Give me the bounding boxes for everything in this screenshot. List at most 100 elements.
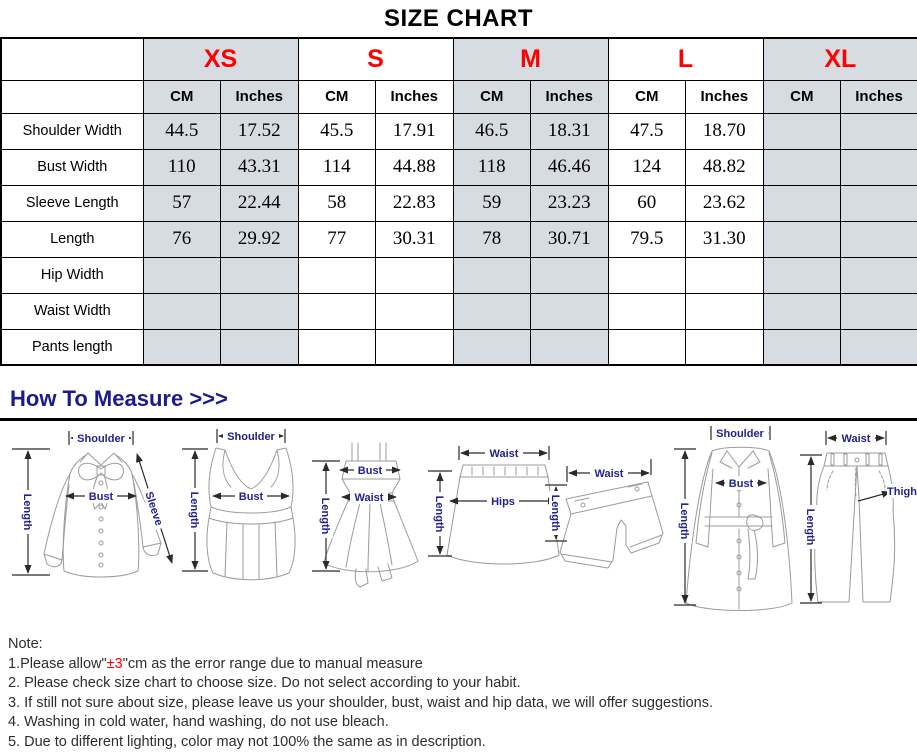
unit-header: Inches bbox=[840, 79, 917, 114]
measure-label-length: Length bbox=[21, 494, 33, 531]
measurement-value: 118 bbox=[452, 148, 532, 186]
measure-label-shoulder: Shoulder bbox=[716, 428, 764, 440]
note-line-2: 2. Please check size chart to choose siz… bbox=[8, 675, 521, 691]
diagram-shorts: Waist Length bbox=[545, 459, 664, 569]
diagram-tank-top: Shoulder Length Bust bbox=[182, 429, 296, 581]
measure-label-waist: Waist bbox=[595, 468, 624, 480]
note-line-1-suffix: "cm as the error range due to manual mea… bbox=[122, 655, 423, 672]
measurement-value bbox=[607, 256, 687, 294]
measurement-value: 60 bbox=[607, 184, 687, 222]
measurement-value: 30.71 bbox=[530, 220, 609, 258]
unit-header: CM bbox=[762, 79, 842, 114]
corner-cell bbox=[0, 37, 144, 81]
measurement-value bbox=[452, 328, 532, 366]
measurement-value: 124 bbox=[607, 148, 687, 186]
table-row: Waist Width bbox=[0, 292, 917, 330]
measure-label-bust: Bust bbox=[239, 491, 264, 503]
chevrons-icon: >>> bbox=[189, 386, 228, 411]
measurement-value bbox=[142, 328, 221, 366]
measure-label-length: Length bbox=[319, 498, 331, 535]
measure-label-length: Length bbox=[804, 509, 816, 546]
measurement-value bbox=[452, 256, 532, 294]
measure-label-bust: Bust bbox=[89, 491, 114, 503]
measurement-value bbox=[840, 112, 917, 150]
table-row: Bust Width 110 43.31 114 44.88 118 46.46… bbox=[0, 148, 917, 186]
measurement-value bbox=[762, 184, 842, 222]
measurement-value: 77 bbox=[297, 220, 377, 258]
unit-header: Inches bbox=[220, 79, 299, 114]
size-column-header-l: L bbox=[607, 37, 764, 81]
measure-label-waist: Waist bbox=[842, 433, 871, 445]
note-line-1: 1.Please allow"±3"cm as the error range … bbox=[8, 655, 917, 675]
measurement-value: 59 bbox=[452, 184, 532, 222]
measurement-value: 18.70 bbox=[685, 112, 764, 150]
measure-label-thigh: Thigh bbox=[887, 486, 917, 498]
measurement-value bbox=[142, 256, 221, 294]
table-row: Hip Width bbox=[0, 256, 917, 294]
measurement-value: 17.91 bbox=[375, 112, 454, 150]
how-to-measure-heading: How To Measure >>> bbox=[10, 386, 917, 412]
measure-label-shoulder: Shoulder bbox=[77, 433, 125, 445]
note-line-1-prefix: 1.Please allow" bbox=[8, 655, 107, 672]
measurement-value bbox=[762, 148, 842, 186]
unit-header: Inches bbox=[685, 79, 764, 114]
measurement-value bbox=[685, 256, 764, 294]
size-column-header-s: S bbox=[297, 37, 454, 81]
unit-header: Inches bbox=[375, 79, 454, 114]
table-row: Pants length bbox=[0, 328, 917, 366]
measure-label-hips: Hips bbox=[491, 496, 515, 508]
measurement-value: 44.88 bbox=[375, 148, 454, 186]
measurement-row-label: Shoulder Width bbox=[0, 112, 144, 150]
measure-label-bust: Bust bbox=[729, 478, 754, 490]
measurement-value: 47.5 bbox=[607, 112, 687, 150]
table-row: Length 76 29.92 77 30.31 78 30.71 79.5 3… bbox=[0, 220, 917, 258]
unit-header: Inches bbox=[530, 79, 609, 114]
measurement-value bbox=[840, 220, 917, 258]
measurement-value bbox=[375, 256, 454, 294]
measurement-value: 110 bbox=[142, 148, 221, 186]
unit-header: CM bbox=[607, 79, 687, 114]
measurement-value: 114 bbox=[297, 148, 377, 186]
measurement-value: 17.52 bbox=[220, 112, 299, 150]
measure-label-length: Length bbox=[188, 492, 200, 529]
note-line-1-highlight: ±3 bbox=[106, 655, 123, 672]
measure-label-waist: Waist bbox=[490, 448, 519, 460]
measurement-value bbox=[607, 328, 687, 366]
measurement-row-label: Bust Width bbox=[0, 148, 144, 186]
diagram-dress: Bust Waist Length bbox=[312, 442, 419, 588]
diagram-jeans: Waist Thigh Length bbox=[800, 431, 917, 604]
measurement-value bbox=[530, 256, 609, 294]
measurement-value: 23.62 bbox=[685, 184, 764, 222]
note-line-3: 3. If still not sure about size, please … bbox=[8, 694, 713, 711]
note-line-5: 5. Due to different lighting, color may … bbox=[8, 733, 486, 750]
measure-label-bust: Bust bbox=[358, 465, 383, 477]
size-column-header-xs: XS bbox=[142, 37, 299, 81]
measurement-value bbox=[840, 256, 917, 294]
measurement-value: 29.92 bbox=[220, 220, 299, 258]
measurement-value bbox=[840, 292, 917, 330]
measurement-value: 48.82 bbox=[685, 148, 764, 186]
measurement-value bbox=[452, 292, 532, 330]
measurement-value: 78 bbox=[452, 220, 532, 258]
measurement-value bbox=[297, 328, 377, 366]
size-column-header-xl: XL bbox=[762, 37, 917, 81]
measurement-value: 79.5 bbox=[607, 220, 687, 258]
measurement-value bbox=[220, 292, 299, 330]
measurement-value bbox=[297, 256, 377, 294]
measurement-value: 23.23 bbox=[530, 184, 609, 222]
measurement-value bbox=[762, 112, 842, 150]
measurement-row-label: Sleeve Length bbox=[0, 184, 144, 222]
measure-label-shoulder: Shoulder bbox=[227, 431, 275, 443]
measurement-value bbox=[762, 220, 842, 258]
measurement-value bbox=[375, 328, 454, 366]
measurement-value bbox=[220, 256, 299, 294]
divider-line bbox=[0, 418, 917, 421]
measurement-row-label: Waist Width bbox=[0, 292, 144, 330]
measurement-value bbox=[530, 292, 609, 330]
measurement-value: 18.31 bbox=[530, 112, 609, 150]
measure-label-length: Length bbox=[549, 495, 561, 532]
measure-label-waist: Waist bbox=[355, 492, 384, 504]
measurement-value: 45.5 bbox=[297, 112, 377, 150]
measurement-value: 31.30 bbox=[685, 220, 764, 258]
measurement-value bbox=[840, 328, 917, 366]
